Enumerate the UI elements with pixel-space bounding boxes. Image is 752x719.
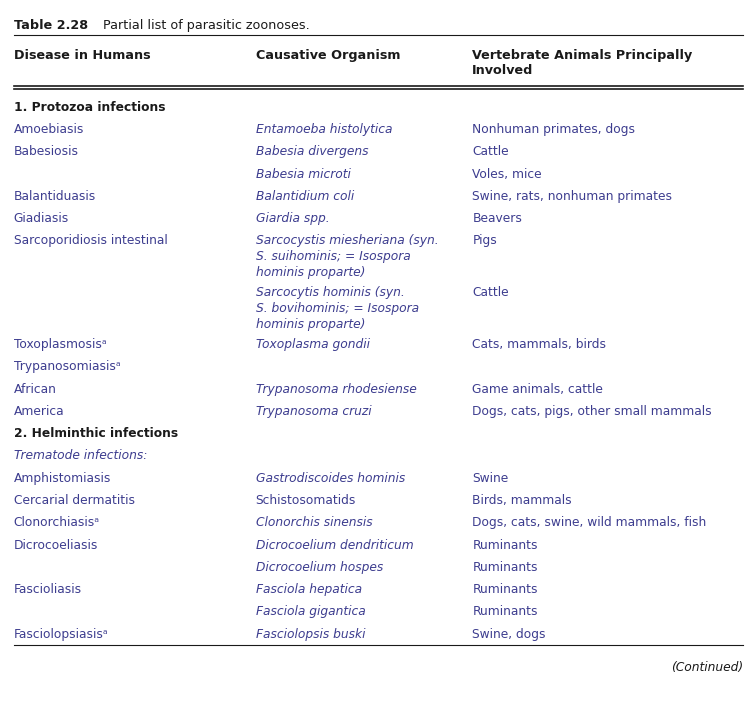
Text: Fascioliasis: Fascioliasis <box>14 583 82 596</box>
Text: Ruminants: Ruminants <box>472 583 538 596</box>
Text: Dicrocoeliasis: Dicrocoeliasis <box>14 539 98 551</box>
Text: Trypanosoma cruzi: Trypanosoma cruzi <box>256 405 371 418</box>
Text: Disease in Humans: Disease in Humans <box>14 49 150 62</box>
Text: Sarcoporidiosis intestinal: Sarcoporidiosis intestinal <box>14 234 167 247</box>
Text: Fasciolopsiasisᵃ: Fasciolopsiasisᵃ <box>14 628 108 641</box>
Text: America: America <box>14 405 64 418</box>
Text: Ruminants: Ruminants <box>472 539 538 551</box>
Text: Beavers: Beavers <box>472 212 522 225</box>
Text: Entamoeba histolytica: Entamoeba histolytica <box>256 123 393 136</box>
Text: Swine, dogs: Swine, dogs <box>472 628 546 641</box>
Text: Ruminants: Ruminants <box>472 561 538 574</box>
Text: Game animals, cattle: Game animals, cattle <box>472 383 603 395</box>
Text: 1. Protozoa infections: 1. Protozoa infections <box>14 101 165 114</box>
Text: Toxoplasma gondii: Toxoplasma gondii <box>256 338 370 351</box>
Text: Pigs: Pigs <box>472 234 497 247</box>
Text: Swine, rats, nonhuman primates: Swine, rats, nonhuman primates <box>472 190 672 203</box>
Text: Swine: Swine <box>472 472 508 485</box>
Text: Fasciola hepatica: Fasciola hepatica <box>256 583 362 596</box>
Text: Table 2.28: Table 2.28 <box>14 19 88 32</box>
Text: Gastrodiscoides hominis: Gastrodiscoides hominis <box>256 472 405 485</box>
Text: Cattle: Cattle <box>472 286 509 299</box>
Text: 2. Helminthic infections: 2. Helminthic infections <box>14 427 177 440</box>
Text: Trypanosomiasisᵃ: Trypanosomiasisᵃ <box>14 360 120 373</box>
Text: Schistosomatids: Schistosomatids <box>256 494 356 507</box>
Text: Nonhuman primates, dogs: Nonhuman primates, dogs <box>472 123 635 136</box>
Text: Balantiduasis: Balantiduasis <box>14 190 96 203</box>
Text: Clonorchiasisᵃ: Clonorchiasisᵃ <box>14 516 100 529</box>
Text: Cats, mammals, birds: Cats, mammals, birds <box>472 338 606 351</box>
Text: Babesiosis: Babesiosis <box>14 145 78 158</box>
Text: Amoebiasis: Amoebiasis <box>14 123 84 136</box>
Text: Trematode infections:: Trematode infections: <box>14 449 147 462</box>
Text: Cattle: Cattle <box>472 145 509 158</box>
Text: Ruminants: Ruminants <box>472 605 538 618</box>
Text: African: African <box>14 383 56 395</box>
Text: (Continued): (Continued) <box>671 661 743 674</box>
Text: Fasciola gigantica: Fasciola gigantica <box>256 605 365 618</box>
Text: Cercarial dermatitis: Cercarial dermatitis <box>14 494 135 507</box>
Text: Dicrocoelium hospes: Dicrocoelium hospes <box>256 561 383 574</box>
Text: Partial list of parasitic zoonoses.: Partial list of parasitic zoonoses. <box>95 19 310 32</box>
Text: Causative Organism: Causative Organism <box>256 49 400 62</box>
Text: Fasciolopsis buski: Fasciolopsis buski <box>256 628 365 641</box>
Text: Amphistomiasis: Amphistomiasis <box>14 472 111 485</box>
Text: Trypanosoma rhodesiense: Trypanosoma rhodesiense <box>256 383 417 395</box>
Text: Vertebrate Animals Principally
Involved: Vertebrate Animals Principally Involved <box>472 49 693 78</box>
Text: Voles, mice: Voles, mice <box>472 168 542 180</box>
Text: Dogs, cats, swine, wild mammals, fish: Dogs, cats, swine, wild mammals, fish <box>472 516 707 529</box>
Text: Sarcocytis hominis (syn.
S. bovihominis; = Isospora
hominis proparte): Sarcocytis hominis (syn. S. bovihominis;… <box>256 286 419 331</box>
Text: Balantidium coli: Balantidium coli <box>256 190 354 203</box>
Text: Dicrocoelium dendriticum: Dicrocoelium dendriticum <box>256 539 414 551</box>
Text: Toxoplasmosisᵃ: Toxoplasmosisᵃ <box>14 338 106 351</box>
Text: Babesia microti: Babesia microti <box>256 168 350 180</box>
Text: Clonorchis sinensis: Clonorchis sinensis <box>256 516 372 529</box>
Text: Babesia divergens: Babesia divergens <box>256 145 368 158</box>
Text: Giardia spp.: Giardia spp. <box>256 212 329 225</box>
Text: Giadiasis: Giadiasis <box>14 212 68 225</box>
Text: Dogs, cats, pigs, other small mammals: Dogs, cats, pigs, other small mammals <box>472 405 712 418</box>
Text: Sarcocystis miesheriana (syn.
S. suihominis; = Isospora
hominis proparte): Sarcocystis miesheriana (syn. S. suihomi… <box>256 234 438 280</box>
Text: Birds, mammals: Birds, mammals <box>472 494 572 507</box>
